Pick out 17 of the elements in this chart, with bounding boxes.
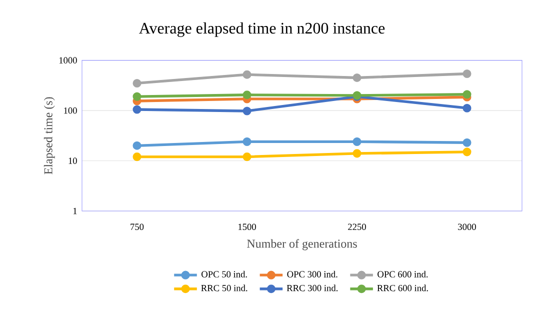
x-axis-title: Number of generations	[247, 239, 357, 250]
chart-title: Average elapsed time in n200 instance	[139, 22, 385, 37]
legend-label: RRC 50 ind.	[201, 284, 248, 292]
legend-label: OPC 600 ind.	[378, 270, 428, 278]
legend-label: RRC 600 ind.	[377, 284, 428, 292]
y-tick-label: 100	[64, 107, 77, 114]
y-tick-label: 1	[73, 208, 77, 214]
x-tick-label: 750	[130, 224, 144, 230]
x-tick-label: 3000	[458, 224, 476, 230]
x-tick-label: 1500	[238, 224, 256, 230]
y-axis-title: Elapsed time (s)	[44, 97, 55, 174]
x-tick-label: 2250	[348, 224, 366, 230]
y-tick-label: 1000	[59, 57, 77, 64]
legend-label: OPC 300 ind.	[287, 270, 338, 278]
legend-label: OPC 50 ind.	[202, 270, 247, 278]
legend-label: RRC 300 ind.	[286, 284, 338, 292]
y-tick-label: 10	[68, 158, 77, 164]
